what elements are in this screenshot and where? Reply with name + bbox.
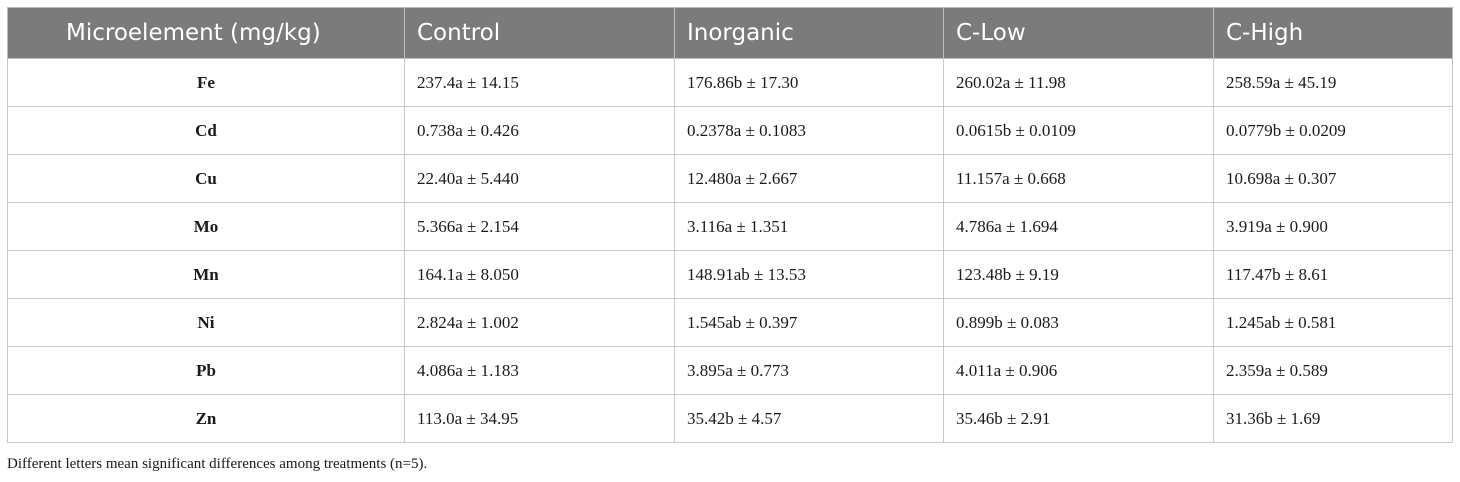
header-c-low: C-Low <box>943 7 1214 59</box>
header-row: Microelement (mg/kg) Control Inorganic C… <box>7 7 1453 59</box>
table-row: Mo 5.366a ± 2.154 3.116a ± 1.351 4.786a … <box>7 202 1453 251</box>
element-cell: Fe <box>7 58 405 107</box>
table-row: Ni 2.824a ± 1.002 1.545ab ± 0.397 0.899b… <box>7 298 1453 347</box>
value-cell: 11.157a ± 0.668 <box>943 154 1214 203</box>
header-c-high: C-High <box>1213 7 1453 59</box>
element-cell: Pb <box>7 346 405 395</box>
value-cell: 5.366a ± 2.154 <box>404 202 675 251</box>
table-row: Pb 4.086a ± 1.183 3.895a ± 0.773 4.011a … <box>7 346 1453 395</box>
value-cell: 113.0a ± 34.95 <box>404 394 675 443</box>
header-inorganic: Inorganic <box>674 7 944 59</box>
value-cell: 4.786a ± 1.694 <box>943 202 1214 251</box>
value-cell: 3.919a ± 0.900 <box>1213 202 1453 251</box>
table-row: Mn 164.1a ± 8.050 148.91ab ± 13.53 123.4… <box>7 250 1453 299</box>
value-cell: 35.42b ± 4.57 <box>674 394 944 443</box>
table-row: Zn 113.0a ± 34.95 35.42b ± 4.57 35.46b ±… <box>7 394 1453 443</box>
value-cell: 4.011a ± 0.906 <box>943 346 1214 395</box>
value-cell: 237.4a ± 14.15 <box>404 58 675 107</box>
value-cell: 148.91ab ± 13.53 <box>674 250 944 299</box>
value-cell: 3.895a ± 0.773 <box>674 346 944 395</box>
value-cell: 117.47b ± 8.61 <box>1213 250 1453 299</box>
value-cell: 2.359a ± 0.589 <box>1213 346 1453 395</box>
value-cell: 258.59a ± 45.19 <box>1213 58 1453 107</box>
table-row: Cu 22.40a ± 5.440 12.480a ± 2.667 11.157… <box>7 154 1453 203</box>
value-cell: 0.2378a ± 0.1083 <box>674 106 944 155</box>
value-cell: 123.48b ± 9.19 <box>943 250 1214 299</box>
value-cell: 31.36b ± 1.69 <box>1213 394 1453 443</box>
value-cell: 0.0779b ± 0.0209 <box>1213 106 1453 155</box>
value-cell: 35.46b ± 2.91 <box>943 394 1214 443</box>
value-cell: 4.086a ± 1.183 <box>404 346 675 395</box>
table-header: Microelement (mg/kg) Control Inorganic C… <box>7 7 1453 59</box>
table-row: Fe 237.4a ± 14.15 176.86b ± 17.30 260.02… <box>7 58 1453 107</box>
microelement-table: Microelement (mg/kg) Control Inorganic C… <box>7 7 1453 443</box>
element-cell: Ni <box>7 298 405 347</box>
microelement-table-container: Microelement (mg/kg) Control Inorganic C… <box>7 7 1453 443</box>
value-cell: 3.116a ± 1.351 <box>674 202 944 251</box>
element-cell: Mn <box>7 250 405 299</box>
value-cell: 0.899b ± 0.083 <box>943 298 1214 347</box>
table-footnote: Different letters mean significant diffe… <box>7 456 428 472</box>
value-cell: 1.545ab ± 0.397 <box>674 298 944 347</box>
element-cell: Cu <box>7 154 405 203</box>
value-cell: 1.245ab ± 0.581 <box>1213 298 1453 347</box>
value-cell: 10.698a ± 0.307 <box>1213 154 1453 203</box>
value-cell: 22.40a ± 5.440 <box>404 154 675 203</box>
element-cell: Zn <box>7 394 405 443</box>
header-control: Control <box>404 7 675 59</box>
element-cell: Mo <box>7 202 405 251</box>
value-cell: 0.0615b ± 0.0109 <box>943 106 1214 155</box>
value-cell: 176.86b ± 17.30 <box>674 58 944 107</box>
element-cell: Cd <box>7 106 405 155</box>
header-microelement: Microelement (mg/kg) <box>7 7 405 59</box>
value-cell: 0.738a ± 0.426 <box>404 106 675 155</box>
value-cell: 12.480a ± 2.667 <box>674 154 944 203</box>
value-cell: 2.824a ± 1.002 <box>404 298 675 347</box>
value-cell: 164.1a ± 8.050 <box>404 250 675 299</box>
value-cell: 260.02a ± 11.98 <box>943 58 1214 107</box>
table-body: Fe 237.4a ± 14.15 176.86b ± 17.30 260.02… <box>7 58 1453 443</box>
table-row: Cd 0.738a ± 0.426 0.2378a ± 0.1083 0.061… <box>7 106 1453 155</box>
